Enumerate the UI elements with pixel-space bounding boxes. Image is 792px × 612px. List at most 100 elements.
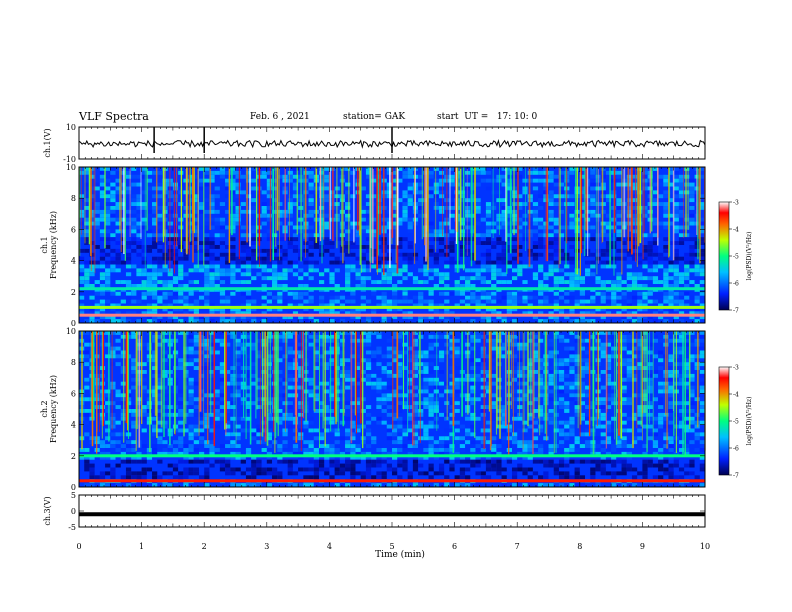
spectrogram-cell [157, 385, 163, 390]
spectrogram-cell [355, 245, 361, 249]
spectrogram-cell [579, 186, 586, 191]
spectrogram-cell [178, 440, 184, 445]
spectrogram-cell [105, 229, 111, 234]
spectrogram-cell [115, 448, 121, 452]
spectrogram-cell [204, 319, 210, 323]
spectrogram-cell [209, 373, 215, 378]
spectrogram-cell [235, 436, 241, 441]
spectrogram-cell [663, 350, 669, 355]
spectrogram-cell [616, 272, 622, 277]
spectrogram-cell [433, 167, 439, 171]
spectrogram-cell [652, 276, 659, 281]
spectrogram-cell [84, 409, 90, 413]
spectrogram-cell [318, 307, 325, 312]
spectrogram-cell [214, 221, 220, 226]
spectrogram-cell [272, 307, 278, 312]
spectrogram-cell [141, 303, 147, 308]
spectrogram-cell [157, 436, 163, 441]
spectrogram-cell [496, 182, 502, 187]
spectrogram-cell [219, 393, 226, 398]
spectrogram-cell [183, 311, 189, 316]
spectrogram-cell [491, 416, 497, 421]
spectrogram-cell [298, 276, 304, 281]
spectrogram-cell [376, 202, 382, 206]
spectrogram-cell [298, 401, 304, 406]
spectrogram-cell [684, 409, 690, 413]
spectrogram-cell [480, 170, 486, 175]
spectrogram-cell [433, 260, 439, 265]
spectrogram-cell [485, 295, 492, 300]
spectrogram-cell [110, 170, 116, 175]
spectrogram-cell [438, 241, 445, 245]
spectrogram-cell [418, 268, 424, 273]
spectrogram-cell [532, 252, 539, 257]
spectrogram-cell [157, 393, 163, 398]
spectrogram-cell [470, 167, 476, 171]
spectrogram-cell [225, 428, 231, 433]
spectrogram-cell [501, 440, 507, 445]
spectrogram-cell [428, 307, 434, 312]
spectrogram-cell [272, 237, 278, 242]
spectrogram-cell [99, 256, 106, 261]
spectrogram-cell [522, 420, 528, 425]
spectrogram-cell [152, 206, 158, 210]
spectrogram-cell [230, 182, 236, 187]
spectrogram-cell [386, 362, 392, 367]
spectrogram-cell [600, 221, 606, 226]
spectrogram-cell [198, 412, 205, 417]
spectrogram-cell [402, 405, 408, 409]
spectrogram-cell [527, 307, 533, 312]
spectrogram-cell [658, 280, 664, 284]
spectrogram-cell [595, 217, 601, 222]
spectrogram-cell [621, 315, 627, 320]
spectrogram-cell [621, 444, 627, 448]
spectrogram-cell [485, 252, 492, 257]
spectrogram-cell [501, 397, 507, 402]
spectrogram-cell [548, 311, 554, 316]
spectrogram-cell [334, 319, 340, 323]
spectrogram-cell [188, 432, 194, 437]
spectrogram-cell [251, 264, 257, 269]
spectrogram-cell [397, 416, 403, 421]
spectrogram-cell [115, 252, 121, 257]
spectrogram-cell [94, 206, 100, 210]
spectrogram-cell [438, 206, 445, 210]
spectrogram-cell [245, 315, 252, 320]
spectrogram-cell [308, 202, 314, 206]
spectrogram-cell [532, 170, 539, 175]
spectrogram-cell [684, 303, 690, 308]
spectrogram-cell [397, 373, 403, 378]
spectrogram-cell [318, 311, 325, 316]
spectrogram-cell [433, 252, 439, 257]
spectrogram-cell [611, 303, 617, 308]
spectrogram-cell [84, 284, 90, 288]
spectrogram-cell [245, 202, 252, 206]
spectrogram-cell [491, 331, 497, 335]
spectrogram-cell [392, 409, 398, 413]
spectrogram-cell [355, 284, 361, 288]
spectrogram-cell [282, 432, 288, 437]
spectrogram-cell [298, 448, 304, 452]
spectrogram-cell [475, 373, 481, 378]
spectrogram-cell [548, 416, 554, 421]
spectrogram-cell [256, 338, 262, 343]
spectrogram-cell [527, 451, 533, 456]
spectrogram-cell [339, 319, 346, 323]
spectrogram-cell [501, 213, 507, 218]
spectrogram-cell [532, 436, 539, 441]
spectrogram-cell [256, 260, 262, 265]
spectrogram-cell [105, 237, 111, 242]
spectrogram-cell [266, 331, 273, 335]
spectrogram-cell [360, 209, 366, 214]
spectrogram-cell [402, 217, 408, 222]
spectrogram-cell [663, 311, 669, 316]
spectrogram-cell [647, 362, 653, 367]
spectrogram-cell [282, 444, 288, 448]
spectrogram-cell [433, 194, 439, 199]
spectrogram-cell [371, 280, 377, 284]
spectrogram-cell [407, 260, 413, 265]
spectrogram-cell [605, 170, 612, 175]
spectrogram-cell [329, 241, 335, 245]
spectrogram-cell [214, 311, 220, 316]
spectrogram-cell [496, 190, 502, 195]
